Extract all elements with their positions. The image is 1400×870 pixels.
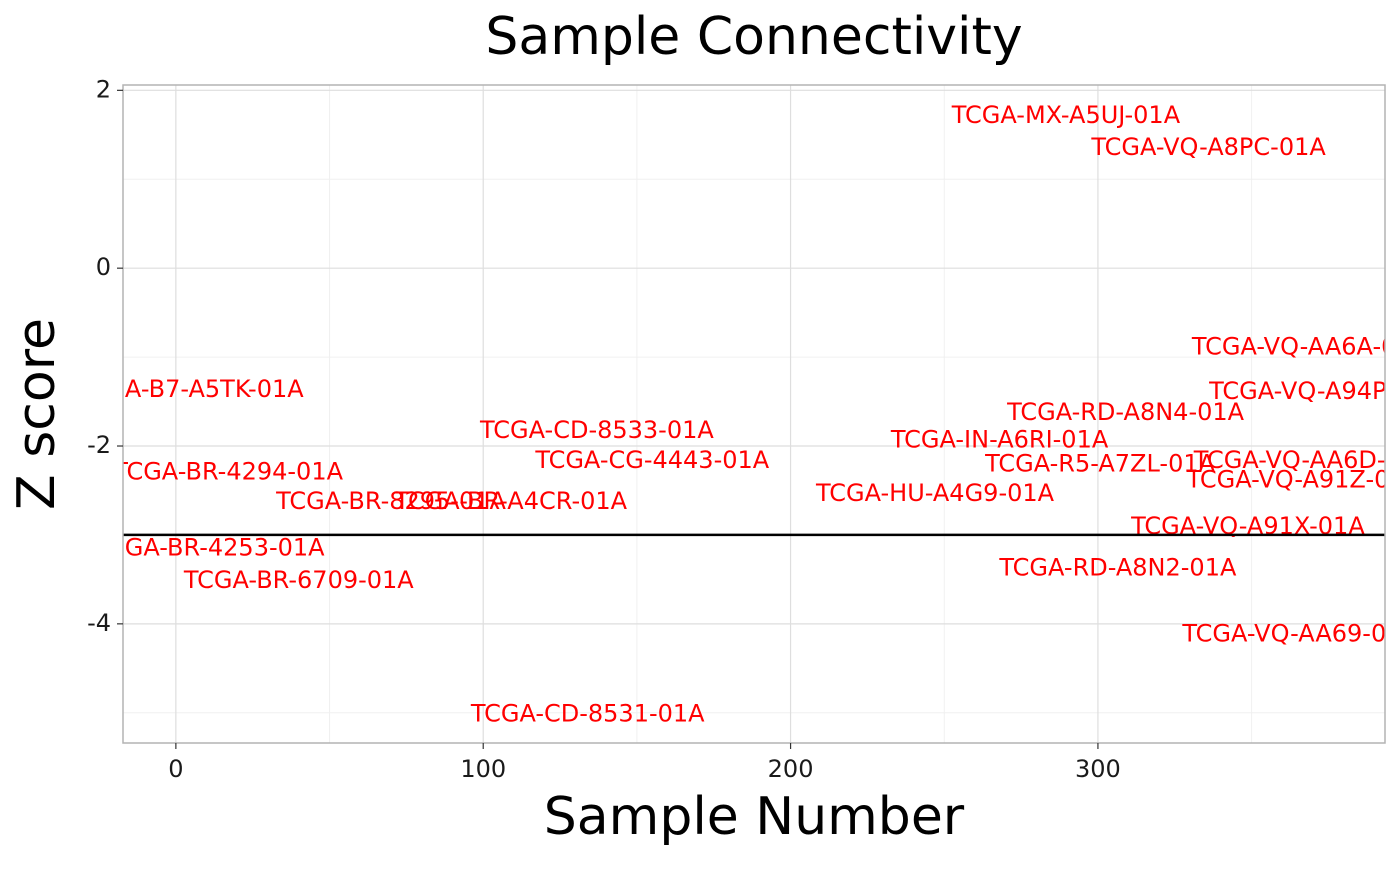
point-label: TCGA-VQ-AA69-01A xyxy=(1181,620,1400,648)
y-axis-title: Z score xyxy=(7,318,67,510)
point-label: TCGA-BR-A4CR-01A xyxy=(394,487,628,515)
point-label: TCGA-B7-A5TK-01A xyxy=(75,375,304,403)
point-label: TCGA-VQ-AA6D-01A xyxy=(1193,446,1400,474)
y-tick-label: -4 xyxy=(87,609,111,637)
point-label: TCGA-RD-A8N2-01A xyxy=(998,554,1237,582)
point-label: TCGA-CD-8531-01A xyxy=(470,700,705,728)
x-tick-label: 100 xyxy=(460,755,506,783)
point-label: TCGA-CD-8533-01A xyxy=(479,416,714,444)
y-tick-label: 2 xyxy=(96,75,111,103)
ticks: 0 100 200 300 -4 -2 0 2 xyxy=(87,75,1121,783)
point-label: TCGA-VQ-A91Z-01A xyxy=(1186,466,1400,494)
y-tick-label: -2 xyxy=(87,431,111,459)
x-tick-label: 200 xyxy=(768,755,814,783)
point-label: TCGA-CG-4443-01A xyxy=(534,446,769,474)
point-label: TCGA-BR-8295-01A xyxy=(275,487,506,515)
point-label: TCGA-MX-A5UJ-01A xyxy=(951,101,1181,129)
panel-border xyxy=(122,84,1386,744)
plot-marks: TCGA-MX-A5UJ-01A TCGA-CD-8531-01A TCGA-RD-… xyxy=(75,101,1400,728)
chart-title: Sample Connectivity xyxy=(485,7,1022,67)
point-label: TCGA-BR-4294-01A xyxy=(112,458,343,486)
point-label: TCGA-RD-A8N4-01A xyxy=(1006,398,1245,426)
point-label: TCGA-BR-6709-01A xyxy=(183,566,414,594)
point-label: TCGA-VQ-AA6A-01A xyxy=(1191,332,1400,360)
point-label: TCGA-HU-A4G9-01A xyxy=(815,479,1055,507)
x-tick-label: 300 xyxy=(1075,755,1121,783)
point-label: TCGA-VQ-A94P-01A xyxy=(1208,377,1400,405)
x-axis-title: Sample Number xyxy=(544,787,965,847)
point-label: TCGA-VQ-A8PC-01A xyxy=(1090,133,1326,161)
point-label: TCGA-R5-A7ZL-01A xyxy=(984,450,1216,478)
y-tick-label: 0 xyxy=(96,253,111,281)
point-label: TCGA-IN-A6RI-01A xyxy=(890,426,1109,454)
x-tick-label: 0 xyxy=(168,755,183,783)
point-label: TCGA-BR-4253-01A xyxy=(94,533,325,561)
